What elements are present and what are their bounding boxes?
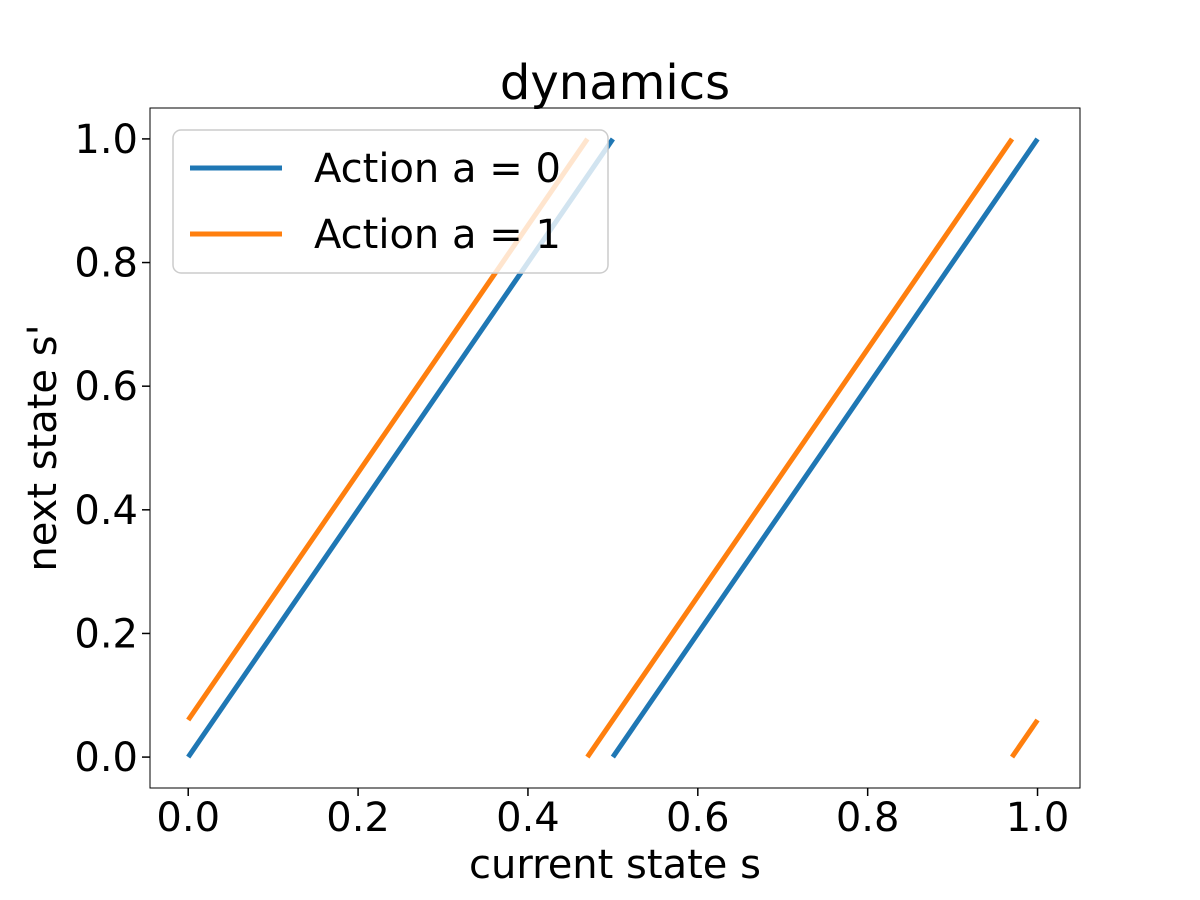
series-0-segment-1: [610, 137, 1040, 759]
x-tick-label: 0.4: [496, 795, 560, 841]
x-axis-label: current state s: [469, 842, 761, 888]
y-tick-label: 0.8: [74, 241, 138, 287]
plot-frame: [149, 107, 1081, 789]
x-axis-ticks: 0.0 0.2 0.4 0.6 0.8 1.0: [156, 788, 1069, 841]
y-axis-label: next state s': [20, 324, 66, 571]
y-tick-label: 0.4: [74, 488, 138, 534]
x-tick-label: 0.2: [326, 795, 390, 841]
series-1-segment-1: [585, 137, 1015, 759]
legend-label-0: Action a = 0: [314, 146, 561, 192]
x-tick-label: 1.0: [1006, 795, 1070, 841]
y-tick-label: 1.0: [74, 117, 138, 163]
chart-title: dynamics: [500, 55, 730, 111]
x-tick-label: 0.8: [836, 795, 900, 841]
legend-label-1: Action a = 1: [314, 212, 561, 258]
y-axis-ticks: 0.0 0.2 0.4 0.6 0.8 1.0: [74, 117, 150, 781]
y-tick-label: 0.0: [74, 735, 138, 781]
y-tick-label: 0.6: [74, 364, 138, 410]
series-1-segment-2: [1009, 718, 1040, 759]
legend: Action a = 0 Action a = 1: [172, 129, 609, 274]
y-tick-label: 0.2: [74, 611, 138, 657]
x-tick-label: 0.0: [156, 795, 220, 841]
x-tick-label: 0.6: [666, 795, 730, 841]
